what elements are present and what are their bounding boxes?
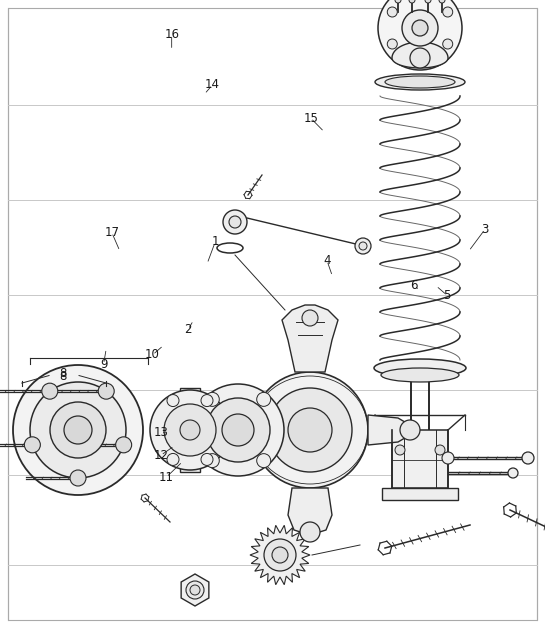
- Polygon shape: [288, 488, 332, 535]
- Circle shape: [387, 7, 397, 17]
- Circle shape: [167, 394, 179, 406]
- Text: 2: 2: [184, 323, 192, 336]
- Polygon shape: [181, 574, 209, 606]
- Circle shape: [522, 452, 534, 464]
- Circle shape: [186, 581, 204, 599]
- Circle shape: [150, 390, 230, 470]
- Circle shape: [378, 0, 462, 70]
- Circle shape: [410, 48, 430, 68]
- Polygon shape: [282, 305, 338, 372]
- Polygon shape: [250, 525, 310, 585]
- Text: 14: 14: [205, 78, 220, 91]
- Circle shape: [395, 0, 401, 3]
- Circle shape: [205, 453, 219, 468]
- Circle shape: [442, 452, 454, 464]
- Circle shape: [205, 392, 219, 406]
- Text: 10: 10: [145, 349, 160, 361]
- Circle shape: [13, 365, 143, 495]
- Circle shape: [229, 216, 241, 228]
- Circle shape: [264, 539, 296, 571]
- Text: 9: 9: [100, 358, 107, 371]
- Circle shape: [192, 384, 284, 476]
- Circle shape: [206, 398, 270, 462]
- Circle shape: [50, 402, 106, 458]
- Circle shape: [222, 414, 254, 446]
- Text: 17: 17: [104, 226, 119, 239]
- Bar: [392, 430, 448, 488]
- Ellipse shape: [374, 359, 466, 377]
- Circle shape: [180, 420, 200, 440]
- Circle shape: [70, 470, 86, 486]
- Text: 6: 6: [410, 279, 418, 292]
- Circle shape: [201, 394, 213, 406]
- Text: 5: 5: [443, 289, 451, 301]
- Circle shape: [443, 7, 453, 17]
- Text: 8: 8: [59, 367, 66, 380]
- Polygon shape: [368, 415, 410, 445]
- Circle shape: [395, 445, 405, 455]
- Circle shape: [400, 420, 420, 440]
- Bar: [180, 388, 200, 472]
- Circle shape: [272, 547, 288, 563]
- Text: 16: 16: [164, 28, 179, 41]
- Text: 8: 8: [59, 371, 66, 383]
- Polygon shape: [392, 42, 448, 68]
- Circle shape: [268, 388, 352, 472]
- Circle shape: [64, 416, 92, 444]
- Circle shape: [300, 522, 320, 542]
- Circle shape: [257, 453, 271, 468]
- Ellipse shape: [381, 368, 459, 382]
- Circle shape: [167, 453, 179, 465]
- Circle shape: [190, 585, 200, 595]
- Circle shape: [116, 437, 132, 453]
- Text: 1: 1: [211, 236, 219, 248]
- Circle shape: [402, 10, 438, 46]
- Circle shape: [355, 238, 371, 254]
- Circle shape: [223, 210, 247, 234]
- Text: 13: 13: [153, 426, 168, 438]
- Circle shape: [387, 39, 397, 49]
- Text: 11: 11: [159, 471, 174, 484]
- Circle shape: [302, 310, 318, 326]
- Circle shape: [425, 0, 431, 3]
- Circle shape: [288, 408, 332, 452]
- Circle shape: [98, 383, 114, 399]
- Circle shape: [252, 372, 368, 488]
- Circle shape: [443, 39, 453, 49]
- Circle shape: [435, 445, 445, 455]
- Circle shape: [25, 437, 40, 453]
- Circle shape: [30, 382, 126, 478]
- Circle shape: [164, 404, 216, 456]
- Ellipse shape: [375, 74, 465, 90]
- Text: 12: 12: [153, 449, 168, 462]
- Ellipse shape: [385, 76, 455, 88]
- Text: 15: 15: [303, 112, 318, 124]
- Circle shape: [359, 242, 367, 250]
- Text: 4: 4: [323, 254, 331, 267]
- Circle shape: [42, 383, 58, 399]
- Bar: [382, 488, 458, 500]
- Text: 3: 3: [481, 223, 489, 236]
- Circle shape: [201, 453, 213, 465]
- Circle shape: [257, 392, 271, 406]
- Circle shape: [409, 0, 415, 3]
- Circle shape: [412, 20, 428, 36]
- Circle shape: [439, 0, 445, 3]
- Circle shape: [508, 468, 518, 478]
